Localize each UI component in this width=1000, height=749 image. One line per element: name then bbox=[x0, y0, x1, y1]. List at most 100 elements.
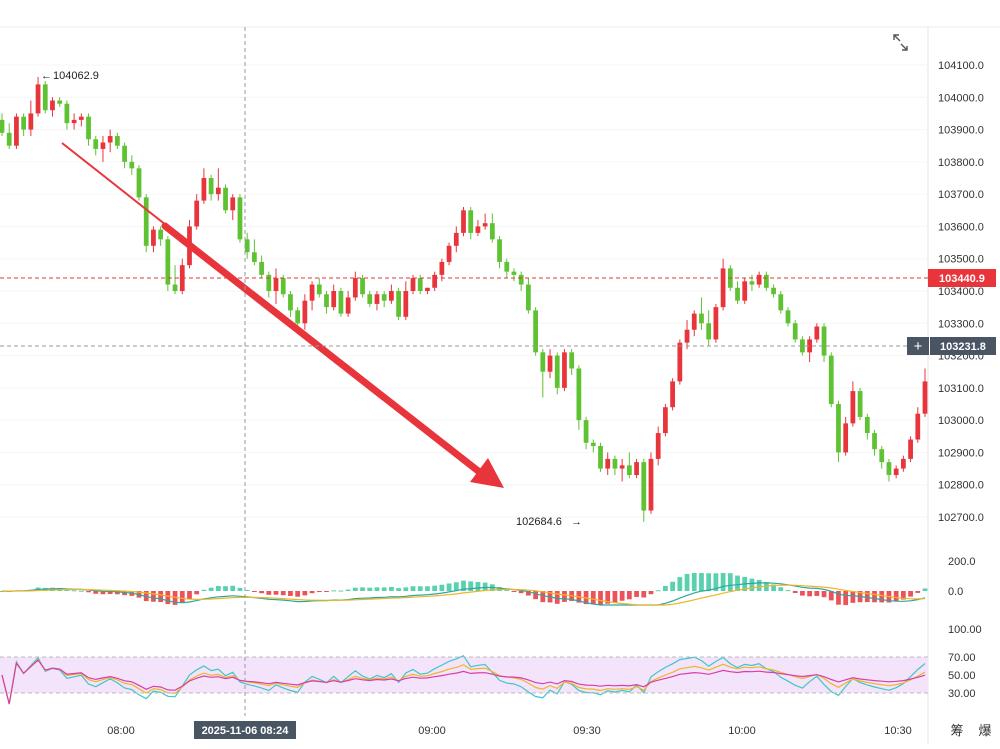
macd-bar bbox=[71, 590, 77, 592]
candle-body bbox=[785, 310, 791, 324]
macd-bar bbox=[504, 589, 510, 591]
macd-bar bbox=[288, 591, 293, 596]
macd-bar bbox=[655, 590, 661, 592]
macd-bar bbox=[778, 587, 784, 591]
candle-body bbox=[497, 239, 502, 262]
candle-body bbox=[655, 433, 661, 459]
macd-bar bbox=[605, 591, 611, 604]
x-tick-label: 09:00 bbox=[418, 725, 446, 737]
candle-body bbox=[713, 307, 719, 340]
candle-body bbox=[670, 381, 675, 408]
macd-bar bbox=[151, 591, 156, 602]
footer-button-1[interactable]: 筹 bbox=[950, 723, 963, 738]
x-tick-label: 08:00 bbox=[107, 725, 135, 737]
y-tick-label: 103800.0 bbox=[938, 157, 984, 169]
candle-body bbox=[381, 294, 387, 301]
candle-body bbox=[50, 100, 55, 111]
macd-bar bbox=[720, 573, 726, 591]
macd-bar bbox=[100, 591, 106, 595]
macd-bar bbox=[201, 589, 207, 591]
macd-bar bbox=[879, 591, 885, 603]
macd-bar bbox=[893, 591, 899, 602]
candle-body bbox=[114, 136, 120, 146]
macd-bar bbox=[410, 586, 416, 591]
candle-body bbox=[208, 178, 214, 195]
candle-body bbox=[360, 278, 365, 295]
crosshair-add-button[interactable] bbox=[907, 337, 929, 355]
candle-body bbox=[237, 197, 243, 240]
candle-body bbox=[57, 100, 63, 104]
low-arrow-icon: → bbox=[571, 516, 582, 528]
crosshair-time-badge bbox=[194, 721, 296, 739]
macd-bar bbox=[64, 589, 70, 591]
candle-body bbox=[252, 252, 257, 262]
macd-bar bbox=[86, 591, 91, 593]
candle-body bbox=[533, 310, 538, 353]
macd-tick-label: 200.0 bbox=[948, 556, 976, 568]
high-label: 104062.9 bbox=[53, 70, 99, 82]
macd-bar bbox=[663, 585, 668, 591]
macd-bar bbox=[872, 591, 877, 603]
macd-bar bbox=[439, 584, 445, 591]
candle-body bbox=[807, 339, 813, 353]
macd-bar bbox=[338, 590, 344, 592]
macd-bar bbox=[619, 591, 625, 601]
macd-bar bbox=[345, 589, 351, 591]
candle-body bbox=[122, 145, 127, 162]
trend-line-thick bbox=[161, 222, 486, 478]
candle-body bbox=[634, 462, 639, 476]
candle-body bbox=[576, 368, 582, 421]
candle-body bbox=[915, 413, 921, 440]
y-tick-label: 103600.0 bbox=[938, 221, 984, 233]
candle-body bbox=[879, 449, 885, 463]
candle-body bbox=[64, 103, 70, 124]
candle-body bbox=[410, 278, 416, 291]
candle-body bbox=[735, 287, 740, 301]
candle-body bbox=[828, 355, 834, 404]
candle-body bbox=[21, 116, 27, 130]
macd-bar bbox=[324, 591, 329, 592]
candle-body bbox=[143, 197, 149, 246]
candle-body bbox=[295, 310, 301, 324]
candle-body bbox=[612, 458, 618, 469]
macd-tick-label: 0.0 bbox=[948, 586, 963, 598]
candle-body bbox=[756, 274, 762, 285]
macd-bar bbox=[302, 591, 308, 596]
candle-body bbox=[749, 281, 755, 285]
macd-bar bbox=[215, 585, 221, 591]
candle-body bbox=[864, 416, 870, 434]
candle-body bbox=[374, 294, 380, 304]
y-tick-label: 103100.0 bbox=[938, 383, 984, 395]
macd-bar bbox=[237, 587, 243, 591]
y-tick-label: 102700.0 bbox=[938, 512, 984, 524]
candle-body bbox=[14, 116, 19, 146]
macd-bar bbox=[396, 588, 401, 591]
macd-bar bbox=[821, 591, 827, 598]
candle-body bbox=[389, 291, 394, 301]
macd-bar bbox=[482, 582, 488, 591]
macd-bar bbox=[727, 573, 733, 591]
candle-body bbox=[641, 462, 647, 511]
candle-body bbox=[598, 445, 603, 469]
candle-body bbox=[763, 274, 769, 288]
candle-body bbox=[706, 323, 712, 340]
candle-body bbox=[569, 352, 575, 369]
candle-body bbox=[403, 291, 409, 317]
macd-bar bbox=[165, 591, 171, 605]
candle-body bbox=[677, 342, 683, 382]
y-tick-label: 103900.0 bbox=[938, 125, 984, 137]
fullscreen-icon[interactable] bbox=[890, 31, 912, 51]
candle-body bbox=[547, 355, 553, 372]
macd-bar bbox=[735, 575, 740, 591]
candle-body bbox=[800, 339, 805, 353]
macd-bar bbox=[266, 591, 272, 595]
macd-bar bbox=[453, 582, 459, 591]
candle-body bbox=[425, 287, 430, 291]
candle-body bbox=[100, 142, 106, 149]
candle-body bbox=[857, 391, 863, 417]
candle-body bbox=[28, 113, 34, 130]
candle-body bbox=[475, 226, 481, 233]
candle-body bbox=[93, 139, 99, 149]
footer-button-2[interactable]: 爆 bbox=[978, 723, 991, 738]
